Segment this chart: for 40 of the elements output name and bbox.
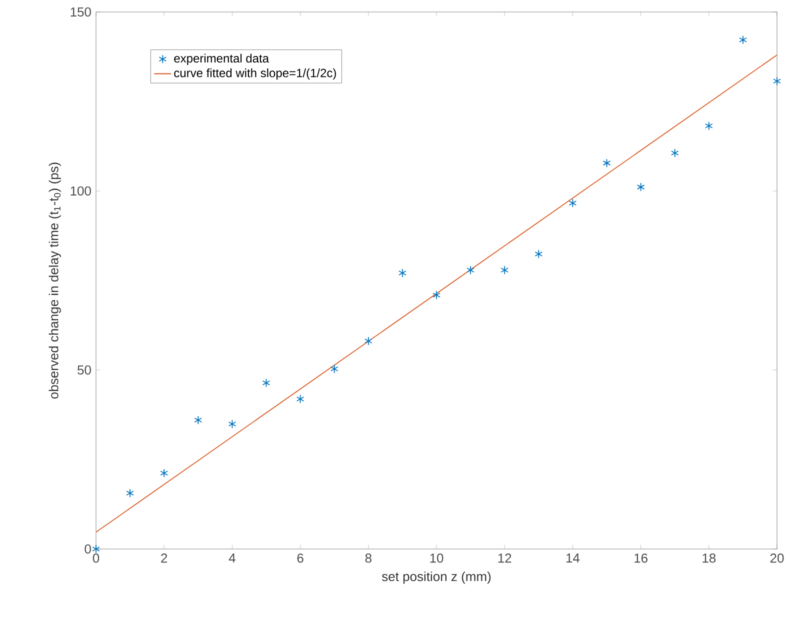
x-tick-label: 18 — [702, 554, 716, 563]
point — [773, 76, 781, 86]
point — [126, 488, 134, 498]
x-tick-label: 2 — [161, 554, 168, 563]
point — [160, 468, 168, 478]
legend-label: curve fitted with slope=1/(1/2c) — [174, 68, 336, 80]
point — [364, 336, 372, 346]
point — [296, 394, 304, 404]
x-tick-label: 0 — [92, 554, 100, 563]
x-tick-label: 14 — [566, 554, 580, 562]
y-tick-label: 100 — [70, 186, 91, 196]
point — [330, 364, 338, 374]
point — [262, 378, 270, 388]
x-tick-label: 20 — [770, 554, 784, 563]
point — [704, 121, 713, 130]
point — [739, 35, 747, 44]
x-tick-label: 6 — [297, 554, 304, 563]
point — [194, 416, 202, 425]
point — [568, 198, 577, 208]
x-tick-label: 8 — [365, 554, 372, 563]
point — [466, 266, 474, 275]
point — [670, 148, 679, 158]
x-tick-label: 4 — [228, 554, 236, 562]
x-tick-label: 12 — [498, 554, 512, 563]
point — [398, 268, 406, 278]
point — [92, 544, 100, 554]
x-axis-title: set position z (mm) — [382, 572, 491, 584]
point — [534, 250, 543, 258]
y-tick-label: 150 — [70, 7, 91, 17]
y-axis-title: observed change in delay time (t$_{1}$-t$_{0}$) (ps) — [48, 162, 61, 399]
y-tick-label: 50 — [78, 365, 91, 375]
y-tick-label: 0 — [84, 544, 91, 554]
x-tick-label: 10 — [430, 554, 444, 563]
point — [228, 420, 236, 428]
point — [432, 290, 440, 300]
point — [602, 158, 611, 168]
point — [500, 266, 509, 275]
point — [636, 182, 645, 192]
x-tick-label: 16 — [634, 554, 648, 563]
legend-label: experimental data — [174, 54, 270, 65]
